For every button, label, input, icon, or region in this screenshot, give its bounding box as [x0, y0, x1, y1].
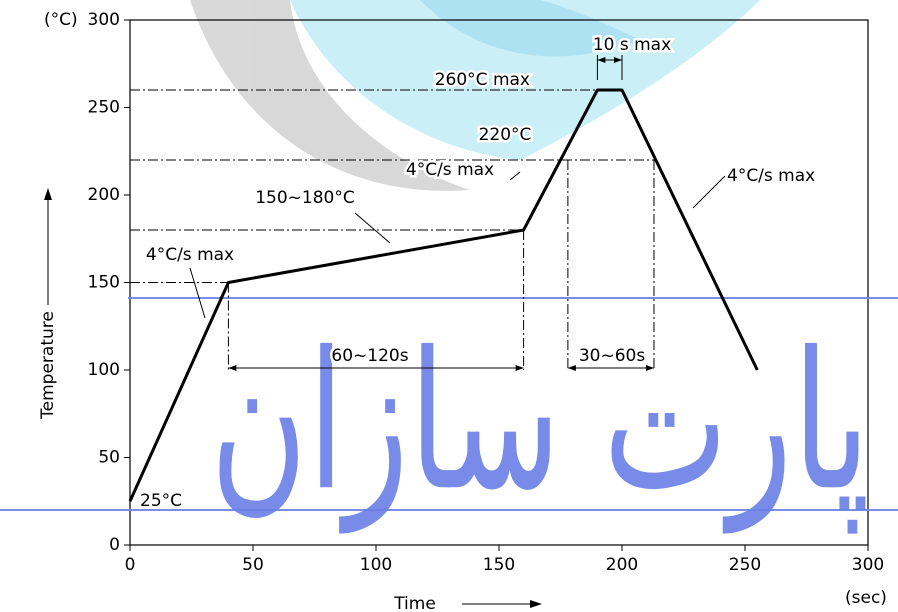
x-tick-label: 200 — [606, 555, 638, 575]
y-tick-label: 100 — [88, 360, 120, 380]
annotation: 150~180°C — [255, 188, 355, 208]
y-tick-label: 300 — [88, 10, 120, 30]
arrowhead — [645, 365, 654, 371]
annotation: 260°C max — [435, 70, 530, 90]
leader — [692, 175, 726, 209]
x-axis-arrowhead — [530, 600, 542, 608]
annotation: 30~60s — [579, 346, 646, 366]
x-unit: (sec) — [845, 588, 887, 608]
y-axis-arrowhead — [44, 188, 52, 200]
leader — [509, 171, 521, 181]
x-tick-label: 250 — [729, 555, 761, 575]
x-tick-label: 300 — [852, 555, 884, 575]
arrowhead — [515, 365, 524, 371]
annotation: 4°C/s max — [406, 160, 494, 180]
y-tick-label: 50 — [98, 448, 120, 468]
annotation: 220°C — [479, 125, 532, 145]
annotation: 25°C — [140, 491, 182, 511]
y-axis-label: Temperature — [38, 311, 58, 420]
annotation: 60~120s — [331, 346, 408, 366]
arrowhead — [597, 57, 606, 63]
x-tick-label: 100 — [360, 555, 392, 575]
y-tick-label: 150 — [88, 273, 120, 293]
y-unit: (°C) — [44, 10, 78, 30]
annotation: 10 s max — [593, 35, 671, 55]
watermark-text: پارت سازان — [210, 311, 870, 533]
annotation: 4°C/s max — [146, 245, 234, 265]
arrowhead — [614, 57, 622, 63]
x-tick-label: 50 — [242, 555, 264, 575]
profile-line — [128, 88, 759, 502]
y-tick-label: 250 — [88, 98, 120, 118]
leader — [354, 212, 391, 244]
arrowhead — [228, 365, 237, 371]
x-tick-label: 150 — [483, 555, 515, 575]
y-tick-label: 0 — [109, 535, 120, 555]
watermark-swoosh — [190, 0, 760, 191]
leader — [189, 267, 206, 319]
y-tick-label: 200 — [88, 185, 120, 205]
annotation: 4°C/s max — [727, 166, 815, 186]
x-tick-label: 0 — [125, 555, 136, 575]
x-axis-label: Time — [393, 594, 436, 612]
arrowhead — [567, 365, 576, 371]
